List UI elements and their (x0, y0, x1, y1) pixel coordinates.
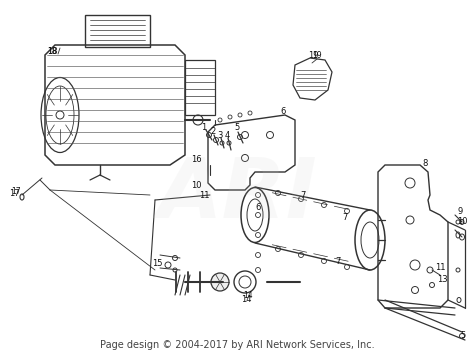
Text: 16: 16 (191, 156, 201, 164)
Text: 9: 9 (457, 207, 463, 216)
Text: ARI: ARI (157, 155, 317, 235)
Text: 10: 10 (457, 218, 467, 226)
Text: 2: 2 (210, 127, 216, 137)
Text: 15: 15 (152, 258, 162, 268)
Text: 18: 18 (47, 48, 57, 57)
Text: 14: 14 (243, 291, 253, 301)
Text: 5: 5 (460, 331, 465, 339)
Text: 6: 6 (255, 203, 261, 213)
Text: 10: 10 (191, 181, 201, 189)
Text: 19: 19 (308, 51, 318, 61)
Text: 3: 3 (217, 131, 223, 139)
Text: Page design © 2004-2017 by ARI Network Services, Inc.: Page design © 2004-2017 by ARI Network S… (100, 340, 374, 350)
Text: 11: 11 (435, 264, 445, 272)
Text: 5: 5 (234, 124, 240, 132)
Text: 11: 11 (199, 191, 209, 201)
Ellipse shape (211, 273, 229, 291)
Text: 14: 14 (241, 295, 251, 304)
Text: 17: 17 (9, 189, 19, 197)
Text: 7: 7 (301, 191, 306, 201)
Text: 13: 13 (437, 276, 447, 284)
Text: 19: 19 (312, 51, 322, 61)
Text: 17: 17 (11, 188, 21, 196)
Text: 1: 1 (201, 124, 207, 132)
Text: 6: 6 (280, 107, 286, 117)
Bar (85, 15, 150, 47)
Text: 7: 7 (342, 214, 348, 222)
Bar (185, 60, 215, 115)
Text: 4: 4 (224, 131, 229, 139)
Text: 7: 7 (335, 258, 341, 266)
Text: 18: 18 (46, 48, 57, 57)
Text: 8: 8 (422, 158, 428, 168)
